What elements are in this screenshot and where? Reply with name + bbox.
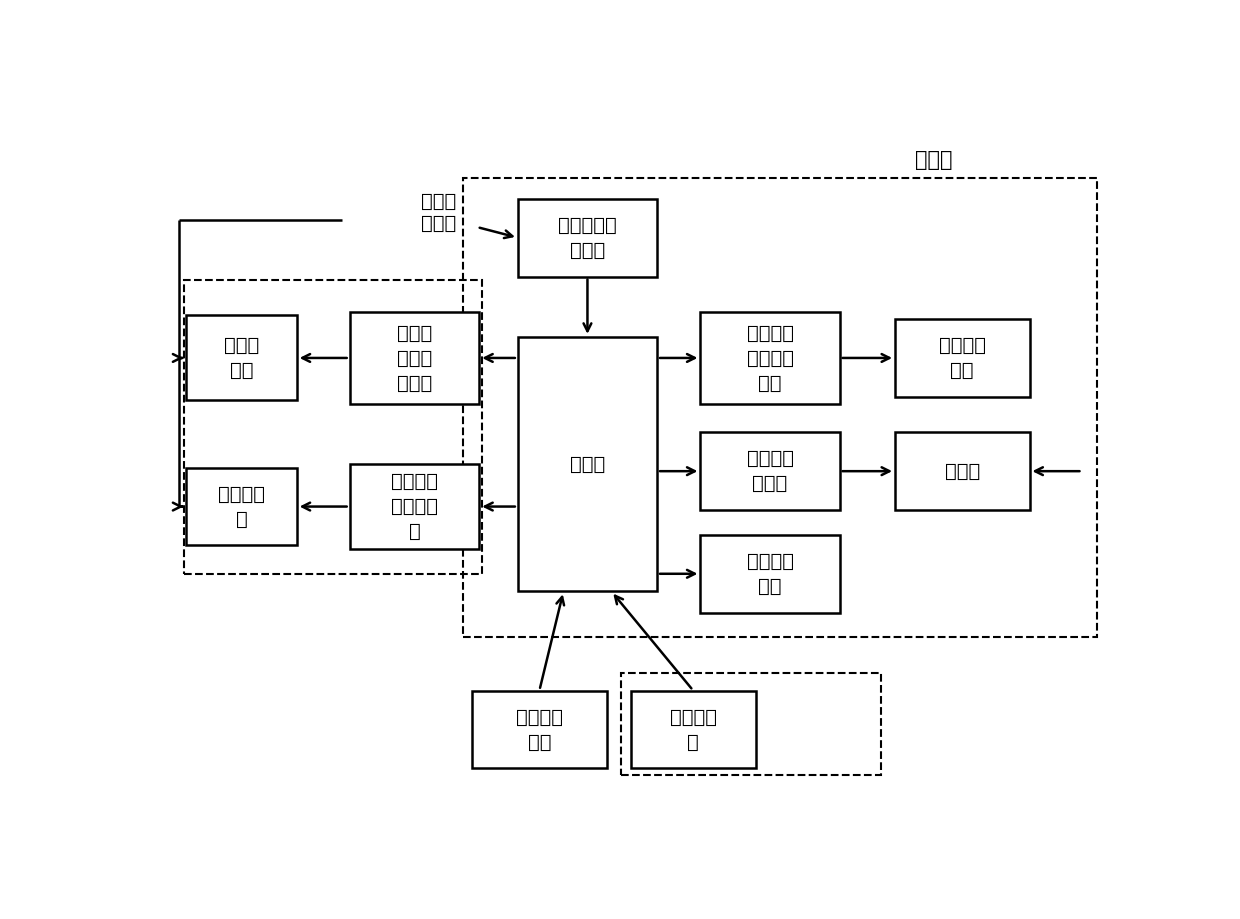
Text: 晶振振荡
电路: 晶振振荡 电路 xyxy=(516,708,563,752)
Text: 第二进风
阀驱动电
路: 第二进风 阀驱动电 路 xyxy=(391,472,438,541)
Bar xyxy=(186,468,296,546)
Bar xyxy=(463,177,1096,638)
Text: 送风机: 送风机 xyxy=(945,461,980,481)
Bar xyxy=(631,690,755,768)
Text: 送风机控
制电路: 送风机控 制电路 xyxy=(746,449,794,494)
Text: 内燃机
蓄电池: 内燃机 蓄电池 xyxy=(420,192,456,233)
Text: 臭氧传感
器: 臭氧传感 器 xyxy=(670,708,717,752)
Bar xyxy=(701,535,839,613)
Text: 第一进
风阀驱
动电路: 第一进 风阀驱 动电路 xyxy=(397,323,432,392)
Bar xyxy=(186,315,296,401)
Bar xyxy=(895,432,1029,510)
Text: 高压脉冲
电源: 高压脉冲 电源 xyxy=(939,336,986,380)
Bar xyxy=(518,199,657,277)
Bar xyxy=(472,690,606,768)
Bar xyxy=(701,432,839,510)
Text: 直流电压转
换电路: 直流电压转 换电路 xyxy=(558,216,616,260)
Bar xyxy=(895,319,1029,397)
Bar xyxy=(350,464,480,549)
Text: 第一进
风阀: 第一进 风阀 xyxy=(224,336,259,380)
Bar xyxy=(621,673,880,776)
Text: 高压脉冲
电源开关
电路: 高压脉冲 电源开关 电路 xyxy=(746,323,794,392)
Text: 控制器: 控制器 xyxy=(915,150,952,170)
Bar xyxy=(350,312,480,404)
Text: 语音报警
模块: 语音报警 模块 xyxy=(746,551,794,596)
Bar xyxy=(701,312,839,404)
Text: 单片机: 单片机 xyxy=(570,455,605,473)
Text: 第二进风
阀: 第二进风 阀 xyxy=(218,484,265,528)
Bar xyxy=(184,280,481,573)
Bar xyxy=(518,336,657,592)
